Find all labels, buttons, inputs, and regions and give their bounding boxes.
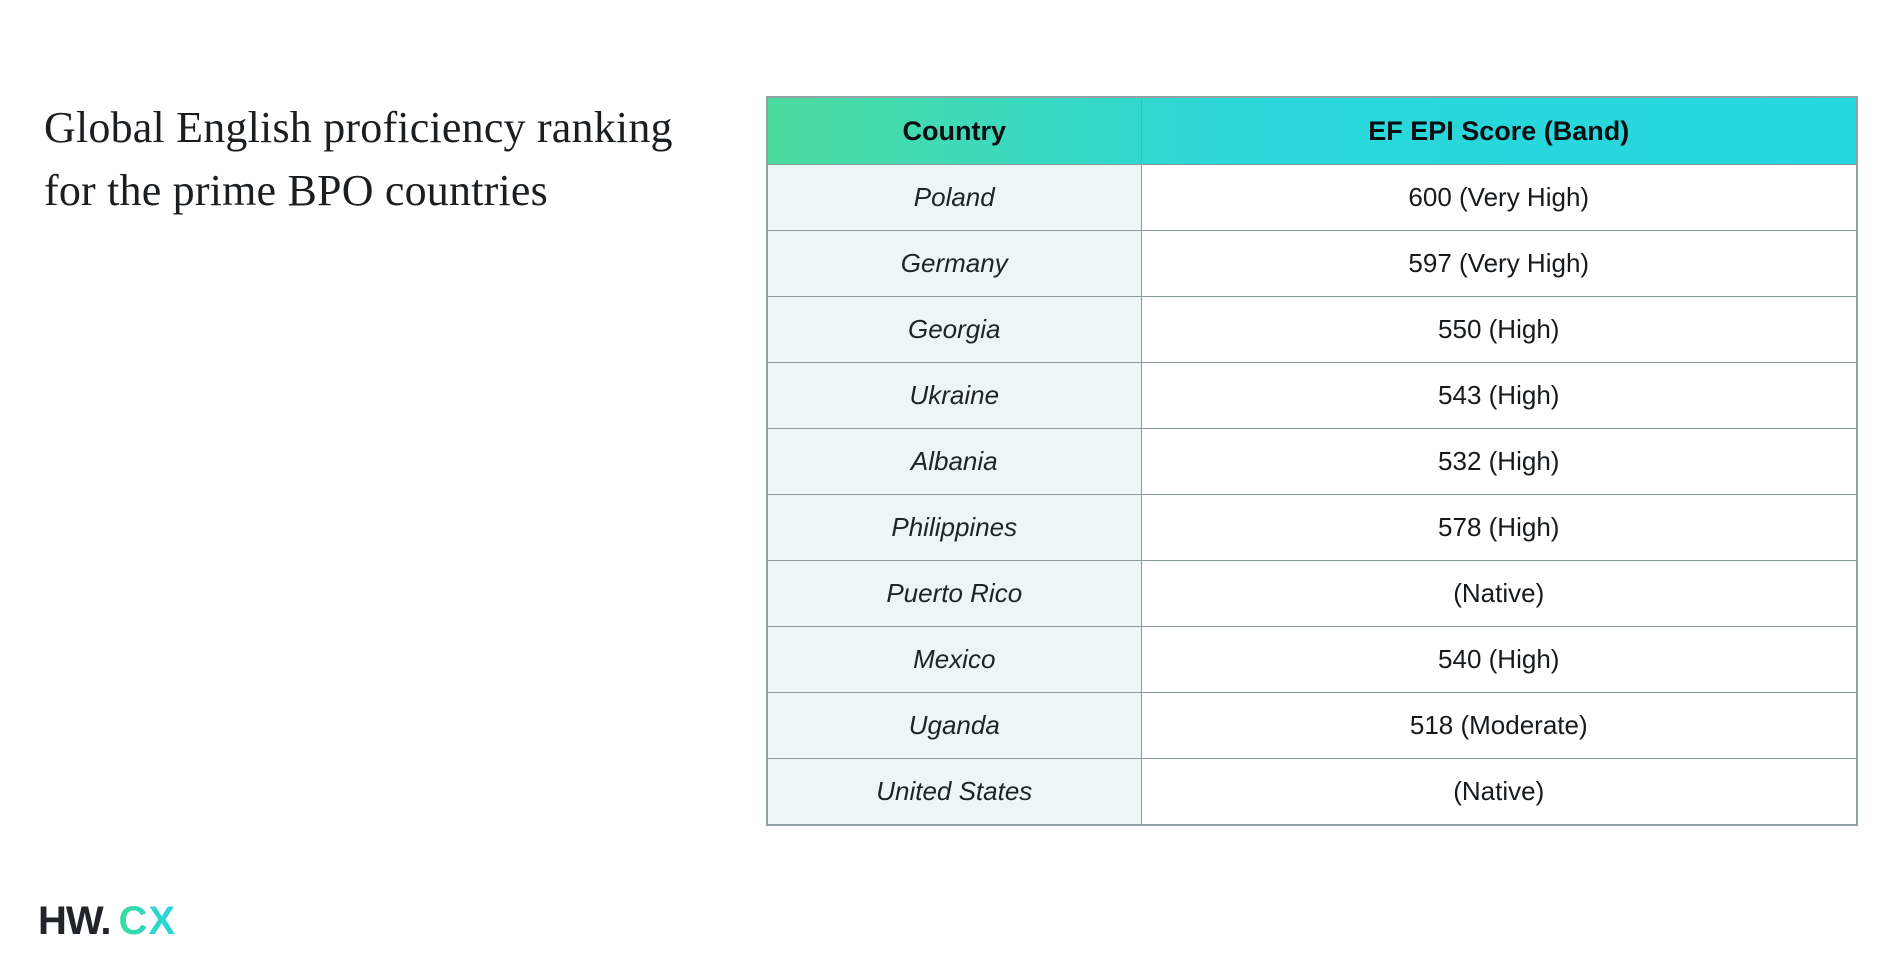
- logo-hw-text: HW.: [38, 899, 112, 943]
- country-cell: Germany: [766, 230, 1142, 297]
- table-row: Albania 532 (High): [766, 428, 1858, 495]
- country-cell: Puerto Rico: [766, 560, 1142, 627]
- table-row: Germany 597 (Very High): [766, 230, 1858, 297]
- column-header-country: Country: [766, 96, 1142, 165]
- epi-table: Country EF EPI Score (Band) Poland 600 (…: [766, 96, 1858, 826]
- table-header-row: Country EF EPI Score (Band): [766, 96, 1858, 165]
- logo-cx-text: CX: [118, 899, 177, 943]
- epi-table-container: Country EF EPI Score (Band) Poland 600 (…: [766, 96, 1858, 826]
- score-cell: 543 (High): [1140, 362, 1858, 429]
- score-cell: (Native): [1140, 560, 1858, 627]
- country-cell: United States: [766, 758, 1142, 826]
- score-cell: 578 (High): [1140, 494, 1858, 561]
- country-cell: Uganda: [766, 692, 1142, 759]
- table-row: Georgia 550 (High): [766, 296, 1858, 363]
- page-title: Global English proficiency ranking for t…: [44, 96, 744, 222]
- table-row: Poland 600 (Very High): [766, 164, 1858, 231]
- country-cell: Georgia: [766, 296, 1142, 363]
- score-cell: 597 (Very High): [1140, 230, 1858, 297]
- table-row: Philippines 578 (High): [766, 494, 1858, 561]
- table-row: Mexico 540 (High): [766, 626, 1858, 693]
- score-cell: 540 (High): [1140, 626, 1858, 693]
- country-cell: Philippines: [766, 494, 1142, 561]
- table-row: Ukraine 543 (High): [766, 362, 1858, 429]
- score-cell: 518 (Moderate): [1140, 692, 1858, 759]
- country-cell: Mexico: [766, 626, 1142, 693]
- page-title-line-2: for the prime BPO countries: [44, 166, 548, 215]
- score-cell: (Native): [1140, 758, 1858, 826]
- country-cell: Ukraine: [766, 362, 1142, 429]
- score-cell: 600 (Very High): [1140, 164, 1858, 231]
- table-row: United States (Native): [766, 758, 1858, 826]
- hwcx-logo: HW. CX: [38, 901, 176, 941]
- score-cell: 550 (High): [1140, 296, 1858, 363]
- country-cell: Poland: [766, 164, 1142, 231]
- page-title-line-1: Global English proficiency ranking: [44, 103, 673, 152]
- country-cell: Albania: [766, 428, 1142, 495]
- table-row: Uganda 518 (Moderate): [766, 692, 1858, 759]
- column-header-score: EF EPI Score (Band): [1140, 96, 1858, 165]
- table-row: Puerto Rico (Native): [766, 560, 1858, 627]
- score-cell: 532 (High): [1140, 428, 1858, 495]
